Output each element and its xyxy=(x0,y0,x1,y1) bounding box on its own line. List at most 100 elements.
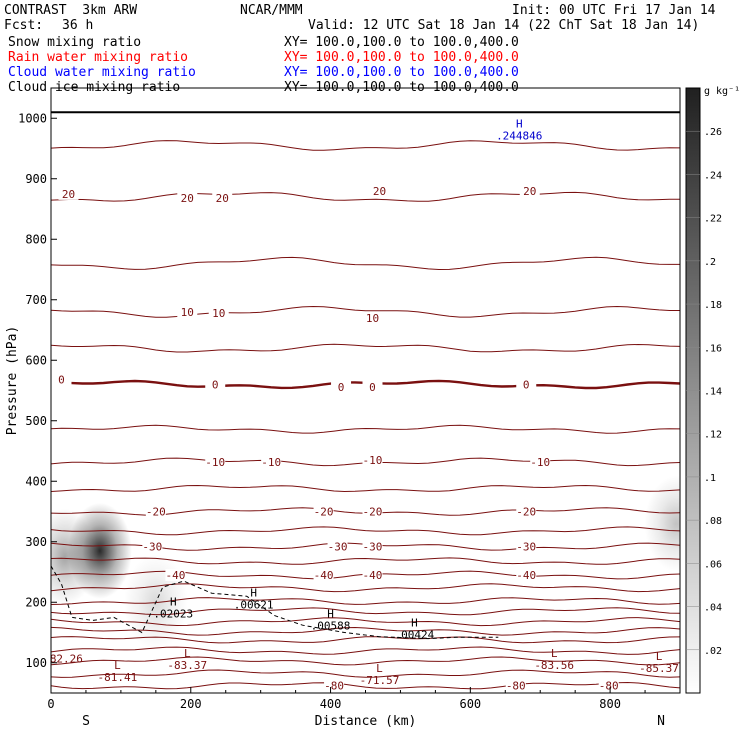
contour-label-24: 10 xyxy=(181,306,194,319)
extremum-value-6: .02023 xyxy=(153,607,193,620)
contour-label-12: -20 xyxy=(314,506,334,519)
x-tick-label-0: 0 xyxy=(47,697,54,711)
contour-label-bg-12 xyxy=(313,505,334,518)
contour-label-bg-3 xyxy=(165,569,186,582)
contour-label-bg-0 xyxy=(324,679,345,692)
contour-label-13: -20 xyxy=(363,506,383,519)
contour-label-20: 0 xyxy=(212,378,219,391)
isotherm--35 xyxy=(51,557,680,565)
forecast-label: Fcst: xyxy=(4,18,44,33)
extremum-kind-4: L xyxy=(551,647,558,660)
contour-label-31: 20 xyxy=(523,185,536,198)
contour-label-10: -30 xyxy=(516,541,536,554)
isotherm--80 xyxy=(51,681,680,690)
contour-label-bg-13 xyxy=(362,505,383,518)
contour-label-bg-23 xyxy=(516,378,537,391)
isotherm--55 xyxy=(51,617,680,627)
colorbar-label-7: .16 xyxy=(704,343,722,354)
contour-label-11: -20 xyxy=(146,506,166,519)
contour-label-bg-26 xyxy=(362,311,383,324)
extremum-kind-7: H xyxy=(250,586,257,599)
colorbar-label-4: .1 xyxy=(704,473,716,484)
y-axis-label: Pressure (hPa) xyxy=(5,326,20,436)
contour-label-bg-2 xyxy=(598,679,619,692)
axes: 0 200 400 600 800100200300400500600700800900… xyxy=(5,87,681,729)
isotherm-20 xyxy=(51,191,680,202)
extremum-kind-10: H xyxy=(516,117,523,130)
contour-label-bg-7 xyxy=(142,540,163,553)
contour-label-bg-6 xyxy=(516,569,537,582)
contour-label-8: -30 xyxy=(328,541,348,554)
colorbar-label-11: .24 xyxy=(704,170,722,181)
contour-label-26: 10 xyxy=(366,312,379,325)
extremum-value-10: .244846 xyxy=(496,129,542,142)
contour-label-bg-15 xyxy=(205,455,226,468)
contour-label-bg-9 xyxy=(362,540,383,553)
endpoint-left: S xyxy=(82,714,90,729)
contour-label-17: -10 xyxy=(363,454,383,467)
extremum-value-5: -85.37 xyxy=(639,662,679,675)
contour-label-16: -10 xyxy=(261,456,281,469)
y-tick-label-2: 300 xyxy=(25,535,47,549)
extremum-value-2: -83.37 xyxy=(167,659,207,672)
colorbar-label-2: .06 xyxy=(704,559,722,570)
snow-shading-layer xyxy=(51,475,680,651)
x-axis-label: Distance (km) xyxy=(315,714,417,729)
y-tick-label-6: 700 xyxy=(25,293,47,307)
contour-label-15: -10 xyxy=(205,456,225,469)
contour-label-22: 0 xyxy=(369,381,376,394)
contour-label-bg-22 xyxy=(362,380,383,393)
isotherm--5 xyxy=(51,424,680,434)
isotherm--45 xyxy=(51,583,680,593)
extremum-value-7: .00621 xyxy=(234,598,274,611)
x-tick-label-1: 200 xyxy=(180,697,202,711)
colorbar-label-10: .22 xyxy=(704,214,722,225)
contour-label-bg-14 xyxy=(516,505,537,518)
contour-label-28: 20 xyxy=(181,192,194,205)
extremum-value-1: 82.26 xyxy=(50,653,83,666)
legend-cloudwater-name: Cloud water mixing ratio xyxy=(8,65,196,80)
extremum-value-3: -71.57 xyxy=(360,674,400,687)
valid-time: Valid: 12 UTC Sat 18 Jan 14 (22 ChT Sat … xyxy=(308,18,700,33)
colorbar-unit: g kg⁻¹ xyxy=(704,86,740,97)
colorbar-label-1: .04 xyxy=(704,603,722,614)
contour-label-bg-10 xyxy=(516,540,537,553)
colorbar-label-12: .26 xyxy=(704,127,722,138)
legend-rain-name: Rain water mixing ratio xyxy=(8,50,189,65)
contour-label-29: 20 xyxy=(216,192,229,205)
y-tick-label-3: 400 xyxy=(25,474,47,488)
contour-label-bg-20 xyxy=(205,378,226,391)
colorbar-label-5: .12 xyxy=(704,430,722,441)
contour-label-bg-4 xyxy=(313,569,334,582)
contour-label-19: 0 xyxy=(58,374,65,387)
snow-maximum-1 xyxy=(51,508,97,605)
contour-label-bg-29 xyxy=(212,192,233,205)
center-label: NCAR/MMM xyxy=(240,3,303,18)
extremum-value-0: -81.41 xyxy=(98,671,138,684)
cloud-ice-boundary-layer xyxy=(51,565,499,640)
legend-cloudwater-xy: XY= 100.0,100.0 to 100.0,400.0 xyxy=(284,65,519,80)
isotherm--52 xyxy=(51,607,680,616)
colorbar-label-8: .18 xyxy=(704,300,722,311)
isotherm--65 xyxy=(51,646,680,655)
contour-label-27: 20 xyxy=(62,188,75,201)
isotherm-5 xyxy=(51,343,680,353)
contour-label-bg-25 xyxy=(208,307,229,320)
extremum-kind-6: H xyxy=(170,595,177,608)
y-tick-label-7: 800 xyxy=(25,232,47,246)
extremum-value-9: .00424 xyxy=(395,629,435,642)
extremum-kind-9: H xyxy=(411,617,418,630)
y-tick-label-5: 600 xyxy=(25,353,47,367)
colorbar-label-3: .08 xyxy=(704,516,722,527)
y-tick-label-9: 1000 xyxy=(18,111,47,125)
x-tick-label-4: 800 xyxy=(599,697,621,711)
x-tick-label-3: 600 xyxy=(459,697,481,711)
extremum-value-8: .00588 xyxy=(311,619,351,632)
legend-snow-xy: XY= 100.0,100.0 to 100.0,400.0 xyxy=(284,35,519,50)
contour-label-bg-28 xyxy=(177,192,198,205)
contour-label-5: -40 xyxy=(363,569,383,582)
cloud-ice-boundary xyxy=(51,565,499,640)
contour-label-21: 0 xyxy=(338,381,345,394)
extremum-kind-2: L xyxy=(184,647,191,660)
